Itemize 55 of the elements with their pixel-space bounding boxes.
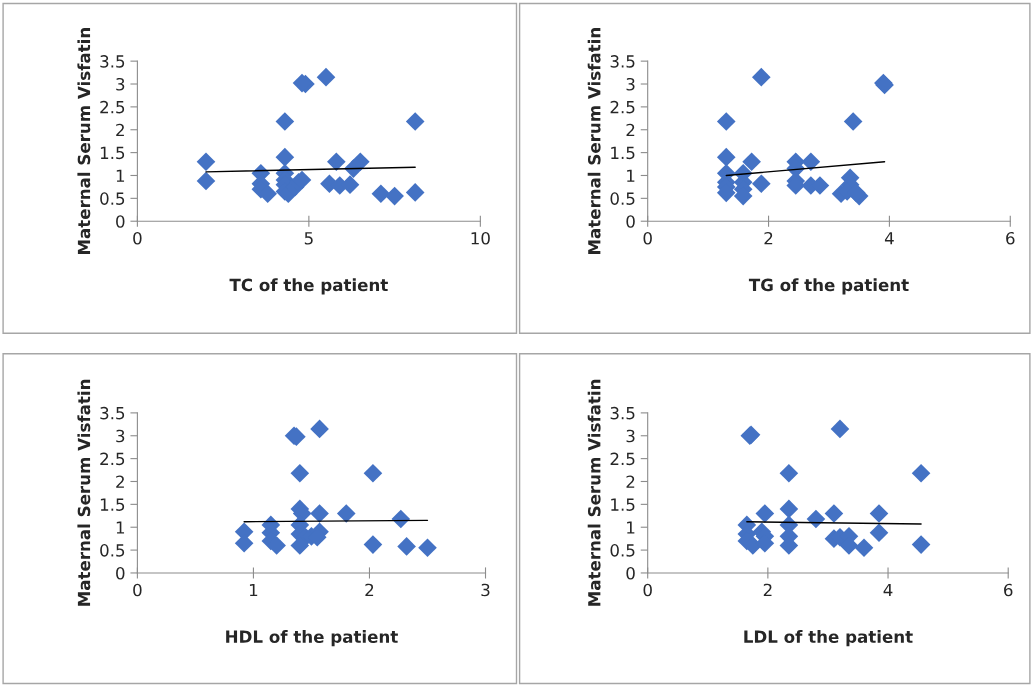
y-tick-label: 0 [626,215,635,228]
y-tick-label: 1 [627,169,635,182]
y-axis-title: Maternal Serum Visfatin [77,379,91,606]
x-tick-label: 2 [365,583,374,597]
x-tick-label: 6 [1006,231,1015,245]
x-tick-label: 2 [764,231,773,245]
y-tick-label: 2 [626,123,635,137]
x-axis-title: LDL of the patient [744,630,913,647]
y-tick-label: 2 [626,475,635,488]
x-tick-label: 2 [763,583,772,597]
y-tick-label: 1.5 [611,146,635,160]
x-tick-label: 10 [471,231,490,245]
y-tick-label: 2 [116,123,124,137]
y-axis-title: Maternal Serum Visfatin [587,379,601,606]
x-tick-label: 6 [1004,583,1013,597]
y-tick-label: 0.5 [610,192,635,205]
x-axis-title: TG of the patient [748,278,909,295]
y-tick-label: 1 [627,521,635,534]
x-tick-label: 1 [249,583,258,597]
y-tick-label: 2 [116,475,124,488]
y-tick-label: 0.5 [100,544,125,557]
y-tick-label: 1 [116,521,125,534]
y-axis-title: Maternal Serum Visfatin [77,28,91,255]
y-tick-label: 1.5 [100,498,125,511]
y-tick-label: 3.5 [100,55,125,68]
y-tick-label: 3 [116,77,125,91]
y-tick-label: 2.5 [610,100,635,114]
x-tick-label: 3 [481,583,490,597]
x-tick-label: 0 [133,231,142,245]
x-axis-title: HDL of the patient [226,630,398,647]
y-tick-label: 2.5 [100,452,125,466]
x-tick-label: 4 [884,232,894,245]
y-tick-label: 3.5 [100,406,125,420]
y-tick-label: 1.5 [100,146,125,160]
y-tick-label: 0 [116,215,125,228]
x-tick-label: 0 [643,231,652,245]
x-axis-title: TC of the patient [229,278,388,295]
x-tick-label: 0 [643,583,652,597]
x-tick-label: 4 [883,583,893,597]
y-tick-label: 0 [116,566,125,580]
y-tick-label: 3.5 [610,406,635,420]
x-tick-label: 5 [304,232,313,245]
y-tick-label: 2.5 [100,100,125,114]
x-tick-label: 0 [133,583,142,597]
y-tick-label: 0.5 [100,192,125,205]
y-tick-label: 2.5 [610,452,635,466]
y-tick-label: 3 [626,429,635,443]
y-tick-label: 1 [116,169,125,182]
y-tick-label: 1.5 [611,498,635,511]
y-tick-label: 0 [626,566,635,580]
y-tick-label: 3 [116,429,125,443]
y-axis-title: Maternal Serum Visfatin [587,28,601,255]
y-tick-label: 0.5 [610,544,635,557]
y-tick-label: 3 [626,77,635,91]
y-tick-label: 3.5 [610,55,635,68]
